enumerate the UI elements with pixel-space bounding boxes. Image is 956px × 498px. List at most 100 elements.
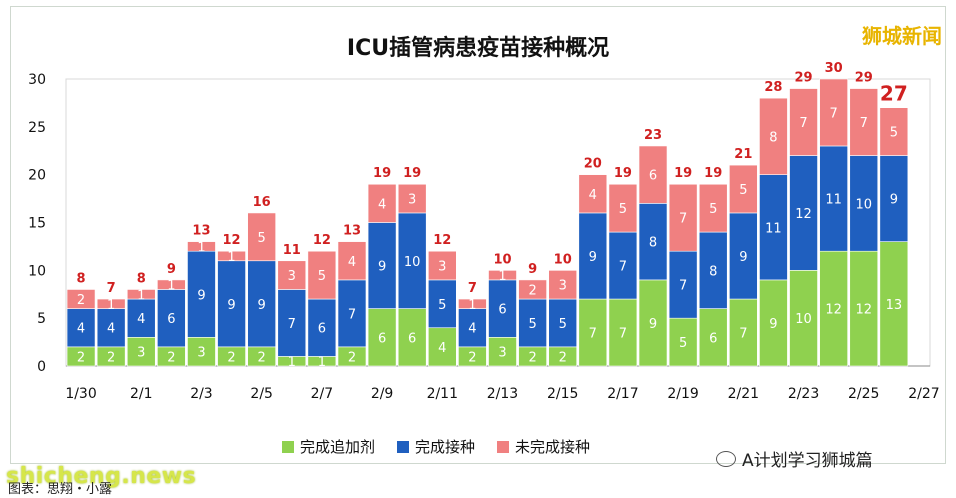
bar-value-label-unvaccinated: 3 — [408, 193, 416, 208]
bar-segment-unvaccinated — [518, 279, 547, 300]
bar-value-label-booster: 9 — [769, 317, 777, 332]
bar-segment-vaccinated — [458, 308, 487, 348]
bar-value-label-vaccinated: 4 — [107, 322, 115, 337]
bar-segment-unvaccinated — [247, 212, 276, 262]
bar-value-label-unvaccinated: 7 — [799, 116, 807, 131]
bar-value-label-booster: 10 — [795, 312, 812, 327]
legend-item-vaccinated: 完成接种 — [397, 436, 475, 457]
wechat-account-label: A计划学习狮城篇 — [742, 451, 873, 471]
x-tick-label: 2/5 — [250, 386, 273, 402]
bar-value-label-unvaccinated: 1 — [468, 298, 476, 313]
bar-value-label-booster: 2 — [528, 350, 536, 365]
bar-total-label: 27 — [880, 82, 908, 106]
bar-value-label-vaccinated: 12 — [795, 207, 812, 222]
bar-value-label-unvaccinated: 2 — [77, 293, 85, 308]
bar-value-label-booster: 2 — [468, 350, 476, 365]
bar-value-label-vaccinated: 8 — [709, 264, 717, 279]
bar-segment-vaccinated — [789, 155, 818, 271]
bar-segment-unvaccinated — [819, 78, 848, 147]
legend-label-vaccinated: 完成接种 — [415, 438, 476, 456]
bar-total-label: 13 — [343, 224, 361, 239]
bar-segment-vaccinated — [427, 279, 457, 329]
bar-segment-unvaccinated — [458, 298, 487, 309]
bar-value-label-booster: 13 — [886, 298, 903, 313]
bar-value-label-booster: 6 — [709, 331, 717, 346]
bar-segment-booster — [397, 308, 427, 367]
bar-total-label: 7 — [468, 281, 477, 296]
bar-value-label-vaccinated: 9 — [378, 260, 386, 275]
wechat-icon — [716, 450, 736, 467]
x-tick-label: 2/19 — [667, 386, 698, 402]
bar-segment-unvaccinated — [277, 260, 307, 290]
bar-segment-unvaccinated — [427, 250, 457, 281]
bar-segment-booster — [367, 308, 397, 367]
bar-value-label-unvaccinated: 1 — [498, 269, 506, 284]
bar-segment-unvaccinated — [879, 107, 909, 156]
bar-total-label: 12 — [223, 233, 241, 248]
bar-segment-unvaccinated — [638, 145, 668, 204]
y-tick-label: 5 — [37, 311, 46, 327]
bar-segment-booster — [668, 317, 698, 367]
bar-segment-vaccinated — [96, 308, 126, 348]
x-tick-label: 2/15 — [547, 386, 578, 402]
bar-value-label-booster: 12 — [855, 303, 872, 318]
x-tick-label: 2/13 — [487, 386, 518, 402]
bar-segment-vaccinated — [668, 250, 698, 319]
bar-value-label-vaccinated: 10 — [855, 197, 872, 212]
bar-value-label-booster: 3 — [197, 346, 205, 361]
bar-segment-vaccinated — [397, 212, 427, 309]
bar-segment-unvaccinated — [668, 183, 698, 252]
bar-value-label-booster: 2 — [167, 350, 175, 365]
bar-segment-vaccinated — [126, 298, 156, 338]
y-tick-label: 0 — [37, 359, 46, 375]
x-tick-label: 2/3 — [190, 386, 213, 402]
bar-total-label: 9 — [167, 262, 176, 277]
bar-value-label-booster: 1 — [288, 355, 296, 370]
bar-total-label: 10 — [493, 252, 511, 267]
bar-total-label: 23 — [644, 128, 662, 143]
bar-segment-booster — [488, 336, 517, 367]
bar-value-label-vaccinated: 4 — [468, 322, 476, 337]
caption: 图表：思翔・小露 — [8, 482, 113, 497]
bar-total-label: 12 — [433, 233, 451, 248]
bar-segment-booster — [638, 279, 668, 367]
bar-segment-vaccinated — [608, 231, 638, 300]
bar-segment-vaccinated — [849, 155, 879, 252]
bar-segment-vaccinated — [759, 174, 788, 281]
bar-total-label: 13 — [192, 224, 210, 239]
bar-total-label: 20 — [584, 157, 602, 172]
bar-value-label-vaccinated: 4 — [77, 322, 85, 337]
bar-value-label-vaccinated: 7 — [619, 260, 627, 275]
bar-value-label-unvaccinated: 2 — [528, 283, 536, 298]
bar-segment-unvaccinated — [66, 289, 96, 309]
bar-value-label-booster: 4 — [438, 341, 446, 356]
bar-total-label: 19 — [614, 166, 632, 181]
bar-value-label-booster: 6 — [408, 331, 416, 346]
bar-segment-booster — [789, 270, 818, 367]
bar-value-label-unvaccinated: 8 — [769, 130, 777, 145]
wechat-account: A计划学习狮城篇 — [716, 446, 873, 471]
x-tick-label: 2/7 — [311, 386, 334, 402]
x-tick-label: 2/21 — [728, 386, 759, 402]
y-tick-label: 30 — [28, 72, 46, 88]
bar-value-label-booster: 7 — [739, 327, 747, 342]
bar-segment-booster — [126, 336, 156, 367]
bar-total-label: 21 — [734, 147, 752, 162]
bar-segment-unvaccinated — [337, 241, 367, 281]
bar-value-label-unvaccinated: 3 — [559, 279, 567, 294]
bar-segment-vaccinated — [638, 203, 668, 281]
bar-value-label-unvaccinated: 5 — [890, 126, 898, 141]
bar-segment-unvaccinated — [96, 298, 126, 309]
bar-value-label-booster: 1 — [318, 355, 326, 370]
y-tick-label: 10 — [28, 263, 46, 279]
legend-swatch-booster — [282, 440, 294, 453]
bar-total-label: 19 — [674, 166, 692, 181]
bar-segment-vaccinated — [277, 289, 307, 357]
bar-value-label-booster: 2 — [107, 350, 115, 365]
bar-value-label-unvaccinated: 1 — [167, 279, 175, 294]
x-tick-label: 2/25 — [848, 386, 879, 402]
bar-value-label-vaccinated: 9 — [227, 298, 235, 313]
bar-segment-booster — [578, 298, 608, 367]
bar-total-label: 19 — [373, 166, 391, 181]
bar-value-label-unvaccinated: 5 — [619, 202, 627, 217]
